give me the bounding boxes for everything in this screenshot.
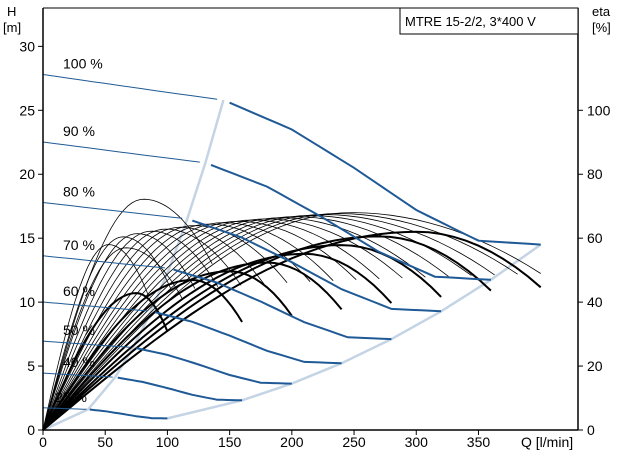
y-left-title-line1: H	[7, 4, 16, 19]
y-right-title-line1: eta	[592, 4, 611, 19]
y-left-tick-label: 5	[27, 358, 35, 374]
curves-layer: 100 % 90 % 80 % 70 % 60 % 50 % 40 % 25 %	[42, 55, 542, 432]
pump-curve-extension	[42, 301, 148, 312]
pump-curve	[89, 408, 168, 420]
pump-curve-extension	[42, 407, 87, 410]
min-flow-boundary	[42, 99, 225, 432]
pump-curve-extension	[42, 255, 165, 269]
efficiency-curve-speed	[42, 261, 343, 431]
y-left-tick-label: 0	[27, 422, 35, 438]
y-left-tick-label: 10	[19, 294, 35, 310]
y-right-title-line2: [%]	[592, 20, 611, 35]
efficiency-curve-thin	[42, 225, 288, 431]
pump-curve-extension	[42, 74, 218, 100]
speed-label: 50 %	[63, 322, 95, 338]
speed-label: 90 %	[63, 123, 95, 139]
speed-label: 70 %	[63, 237, 95, 253]
efficiency-curve-thin	[42, 247, 183, 431]
efficiency-curve-thin	[42, 219, 380, 431]
efficiency-curve-speed	[42, 230, 542, 431]
max-flow-boundary	[167, 243, 542, 420]
y-left-tick-label: 25	[19, 102, 35, 118]
pump-curve-extension	[42, 372, 113, 378]
speed-label: 60 %	[63, 283, 95, 299]
y-right-tick-label: 0	[587, 422, 595, 438]
pump-curve-extension	[42, 141, 200, 163]
efficiency-curve-thin	[42, 236, 173, 431]
x-tick-label: 100	[156, 434, 180, 450]
efficiency-curve-speed	[42, 235, 492, 431]
efficiency-curve-thin	[42, 198, 213, 431]
efficiency-curve-thin	[42, 233, 196, 431]
ticks-layer: 0 50 100 150 200 250 300 3500510152025300204060…	[19, 38, 610, 450]
y-right-tick-label: 20	[587, 358, 603, 374]
x-tick-label: 200	[280, 434, 304, 450]
pump-curve	[136, 347, 292, 385]
efficiency-curve-thin	[42, 212, 541, 431]
pump-curve	[154, 311, 342, 365]
speed-label: 40 %	[63, 354, 95, 370]
pump-curve-extension	[42, 202, 183, 219]
y-left-title-line2: [m]	[3, 20, 21, 35]
x-tick-label: 350	[467, 434, 491, 450]
chart-title-box	[399, 7, 579, 35]
pump-curve	[210, 163, 491, 281]
x-tick-label: 250	[342, 434, 366, 450]
efficiency-curve-speed	[42, 252, 393, 431]
y-right-tick-label: 100	[587, 102, 611, 118]
pump-curve-extension	[42, 340, 131, 348]
y-right-tick-label: 40	[587, 294, 603, 310]
speed-label: 100 %	[63, 55, 103, 71]
pump-curve	[117, 376, 243, 402]
y-left-tick-label: 30	[19, 38, 35, 54]
x-tick-label: 300	[405, 434, 429, 450]
x-tick-label: 150	[218, 434, 242, 450]
efficiency-curve-thin	[42, 214, 495, 431]
x-axis-title: Q [l/min]	[521, 434, 573, 450]
x-tick-label: 0	[39, 434, 47, 450]
y-right-tick-label: 80	[587, 166, 603, 182]
efficiency-curve-speed	[42, 244, 442, 431]
efficiency-curve-thin	[42, 244, 150, 431]
pump-curve	[191, 219, 442, 313]
y-left-tick-label: 15	[19, 230, 35, 246]
x-tick-label: 50	[97, 434, 113, 450]
efficiency-curve-speed	[42, 278, 243, 431]
y-right-tick-label: 60	[587, 230, 603, 246]
chart-title: MTRE 15-2/2, 3*400 V	[405, 14, 536, 29]
speed-label: 25 %	[55, 389, 87, 405]
speed-label: 80 %	[63, 183, 95, 199]
pump-curve	[229, 101, 541, 246]
efficiency-curve-thin	[42, 218, 403, 431]
efficiency-curve-thin	[42, 223, 311, 431]
y-left-tick-label: 20	[19, 166, 35, 182]
pump-curve	[173, 268, 392, 341]
efficiency-curve-thin	[42, 215, 472, 431]
